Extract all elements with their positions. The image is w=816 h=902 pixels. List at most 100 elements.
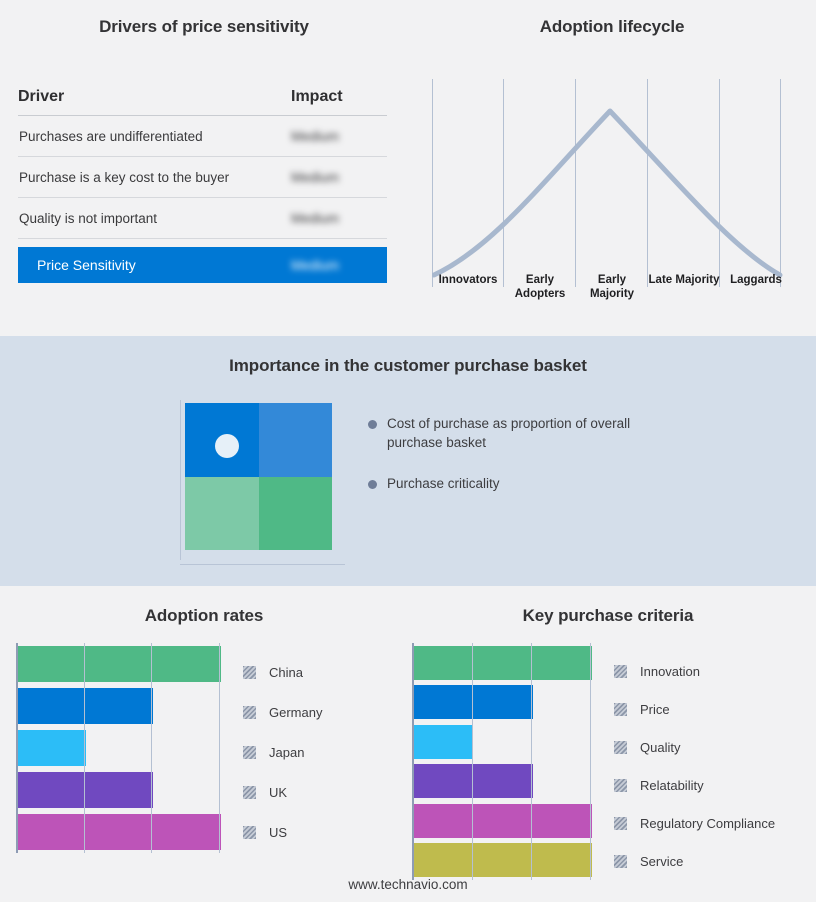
summary-impact: Medium bbox=[291, 257, 340, 273]
bar-slot bbox=[414, 841, 592, 881]
legend-label: Japan bbox=[269, 745, 305, 760]
hatch-swatch-icon bbox=[243, 665, 256, 679]
bar-slot bbox=[18, 685, 221, 727]
hatch-swatch-icon bbox=[243, 705, 256, 719]
summary-label: Price Sensitivity bbox=[37, 257, 136, 273]
stage-label-early-adopters: Early Adopters bbox=[514, 274, 566, 300]
adoption-rates-title: Adoption rates bbox=[144, 606, 264, 625]
y-axis bbox=[412, 643, 414, 880]
legend-item: Cost of purchase as proportion of overal… bbox=[368, 414, 668, 452]
price-sensitivity-summary-row: Price Sensitivity Medium bbox=[18, 247, 387, 283]
drivers-panel: Drivers of price sensitivity Driver Impa… bbox=[0, 0, 408, 336]
gridline bbox=[151, 643, 152, 853]
bar-quality bbox=[414, 724, 474, 759]
bar-us bbox=[18, 814, 221, 850]
hatch-swatch-icon bbox=[614, 702, 627, 716]
adoption-rates-panel: Adoption rates China bbox=[0, 586, 408, 902]
lifecycle-stage-labels: Innovators Early Adopters Early Majority… bbox=[432, 273, 792, 301]
driver-cell: Purchase is a key cost to the buyer bbox=[19, 169, 230, 185]
gridline bbox=[219, 643, 220, 853]
legend-label: China bbox=[269, 664, 303, 680]
bullet-icon bbox=[368, 420, 377, 429]
bar-service bbox=[414, 843, 592, 878]
y-axis bbox=[16, 643, 18, 853]
legend-item: Germany bbox=[243, 692, 322, 732]
bar-slot bbox=[18, 811, 221, 853]
table-row: Purchase is a key cost to the buyer Medi… bbox=[18, 157, 387, 198]
drivers-title: Drivers of price sensitivity bbox=[99, 17, 309, 36]
quadrant-bottom-left bbox=[185, 476, 259, 550]
basket-title: Importance in the customer purchase bask… bbox=[229, 356, 587, 375]
legend-item: Service bbox=[614, 842, 775, 880]
column-header-driver: Driver bbox=[18, 88, 65, 105]
legend-label: Quality bbox=[640, 739, 681, 755]
legend-label: US bbox=[269, 825, 288, 841]
stage-label-laggards: Laggards bbox=[730, 274, 782, 286]
bars-group bbox=[18, 643, 221, 853]
bar-uk bbox=[18, 772, 154, 808]
gridline bbox=[432, 79, 433, 287]
matrix-x-axis bbox=[180, 564, 345, 565]
basket-matrix-chart bbox=[180, 400, 345, 565]
criteria-legend: Innovation Price Quality Relatability Re… bbox=[592, 643, 775, 880]
legend-label: Service bbox=[640, 853, 684, 869]
table-row: Purchases are undifferentiated Medium bbox=[18, 116, 387, 157]
hatch-swatch-icon bbox=[614, 664, 627, 678]
adoption-legend: China Germany Japan UK US bbox=[221, 643, 322, 853]
legend-item: Purchase criticality bbox=[368, 474, 668, 493]
hatch-swatch-icon bbox=[614, 778, 627, 792]
bar-slot bbox=[18, 769, 221, 811]
hatch-swatch-icon bbox=[614, 854, 627, 868]
stage-label-innovators: Innovators bbox=[438, 274, 498, 286]
legend-item: Innovation bbox=[614, 652, 775, 690]
criteria-title: Key purchase criteria bbox=[522, 606, 694, 625]
key-purchase-criteria-panel: Key purchase criteria bbox=[400, 586, 816, 902]
impact-cell: Medium bbox=[291, 128, 340, 144]
bar-slot bbox=[414, 762, 592, 802]
basket-legend: Cost of purchase as proportion of overal… bbox=[368, 414, 668, 515]
legend-label: Regulatory Compliance bbox=[640, 815, 776, 831]
lifecycle-chart: Innovators Early Adopters Early Majority… bbox=[432, 63, 792, 311]
matrix-y-axis bbox=[180, 400, 181, 560]
plot-area bbox=[412, 643, 592, 880]
hatch-swatch-icon bbox=[243, 786, 256, 800]
legend-item: US bbox=[243, 813, 322, 853]
legend-item: Japan bbox=[243, 732, 322, 772]
legend-label: Germany bbox=[269, 704, 323, 720]
lifecycle-panel: Adoption lifecycle Innovators Early Adop… bbox=[408, 0, 816, 336]
driver-cell: Quality is not important bbox=[19, 210, 158, 226]
driver-cell: Purchases are undifferentiated bbox=[19, 128, 203, 144]
stage-label-early-majority: Early Majority bbox=[589, 274, 635, 300]
gridline bbox=[503, 79, 504, 287]
legend-label: UK bbox=[269, 785, 288, 801]
bar-relatability bbox=[414, 764, 533, 799]
table-header-row: Driver Impact bbox=[18, 88, 387, 116]
quadrant-bottom-right bbox=[258, 476, 332, 550]
legend-label: Relatability bbox=[640, 777, 704, 793]
bars-group bbox=[414, 643, 592, 880]
gridline bbox=[590, 643, 591, 880]
stage-label-late-majority: Late Majority bbox=[648, 274, 720, 286]
hatch-swatch-icon bbox=[614, 740, 627, 754]
column-header-impact: Impact bbox=[291, 88, 343, 105]
bar-slot bbox=[18, 727, 221, 769]
drivers-table: Driver Impact Purchases are undifferenti… bbox=[18, 88, 387, 283]
table-row: Quality is not important Medium bbox=[18, 198, 387, 239]
bar-price bbox=[414, 685, 533, 720]
lifecycle-gridlines bbox=[432, 63, 792, 287]
bar-japan bbox=[18, 730, 86, 766]
legend-item: UK bbox=[243, 773, 322, 813]
legend-item: China bbox=[243, 652, 322, 692]
gridline bbox=[647, 79, 648, 287]
bar-slot bbox=[414, 722, 592, 762]
legend-label: Innovation bbox=[640, 663, 700, 679]
hatch-swatch-icon bbox=[614, 816, 627, 830]
gridline bbox=[780, 79, 781, 287]
purchase-basket-panel: Importance in the customer purchase bask… bbox=[0, 336, 816, 586]
bar-slot bbox=[414, 683, 592, 723]
adoption-rates-chart: China Germany Japan UK US bbox=[16, 643, 396, 853]
footer-url: www.technavio.com bbox=[348, 877, 468, 892]
bar-regulatory-compliance bbox=[414, 803, 592, 838]
hatch-swatch-icon bbox=[243, 746, 256, 759]
lifecycle-title: Adoption lifecycle bbox=[539, 17, 685, 36]
